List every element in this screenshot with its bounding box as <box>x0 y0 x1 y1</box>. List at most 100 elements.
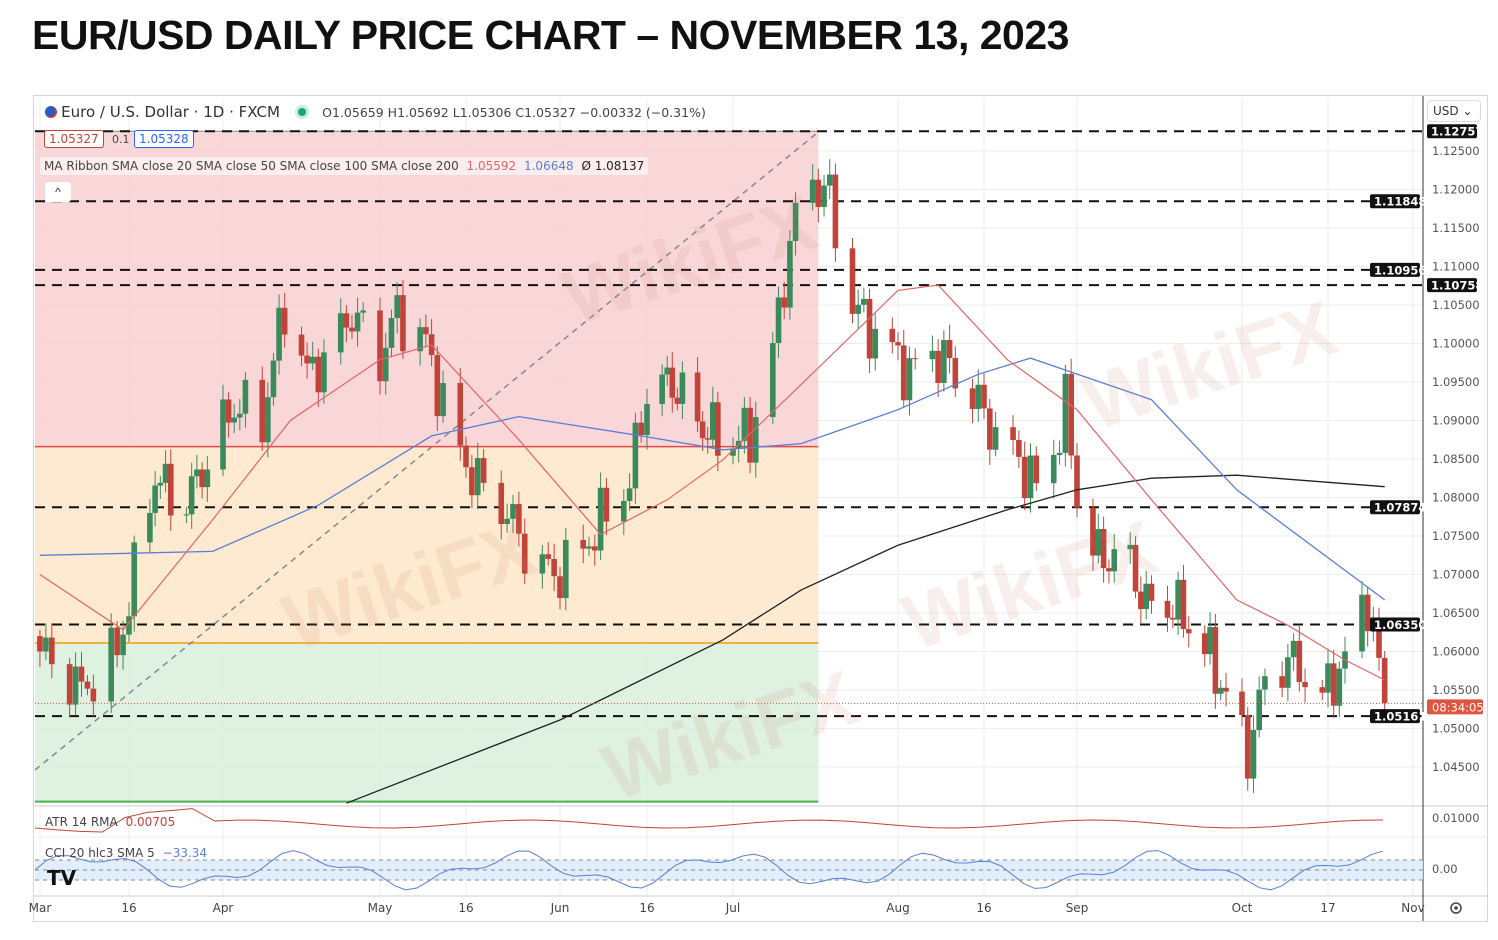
candle[interactable] <box>821 185 827 207</box>
candle[interactable] <box>521 533 528 574</box>
candle[interactable] <box>265 397 271 443</box>
candle[interactable] <box>1106 568 1112 572</box>
candle[interactable] <box>1170 617 1176 620</box>
candle[interactable] <box>626 488 633 501</box>
candle[interactable] <box>231 417 238 423</box>
candle[interactable] <box>1302 681 1308 688</box>
candle[interactable] <box>199 469 205 488</box>
candle[interactable] <box>809 179 816 203</box>
candle[interactable] <box>321 352 327 393</box>
candle[interactable] <box>309 356 316 364</box>
candle[interactable] <box>423 327 429 335</box>
candle[interactable] <box>259 379 266 443</box>
candle[interactable] <box>1033 455 1040 484</box>
candle[interactable] <box>1223 687 1229 692</box>
candle[interactable] <box>861 298 867 305</box>
candle[interactable] <box>237 413 243 418</box>
ma-ribbon-legend[interactable]: MA Ribbon SMA close 20 SMA close 50 SMA … <box>40 157 649 175</box>
candle[interactable] <box>592 546 598 551</box>
candle[interactable] <box>715 402 721 456</box>
candle[interactable] <box>162 463 169 483</box>
candle[interactable] <box>638 422 644 435</box>
candle[interactable] <box>981 384 987 409</box>
candle[interactable] <box>440 383 446 417</box>
candle[interactable] <box>752 417 759 463</box>
candle[interactable] <box>474 458 481 496</box>
candle[interactable] <box>114 627 120 656</box>
candle[interactable] <box>975 384 982 409</box>
candle[interactable] <box>709 402 716 440</box>
candle[interactable] <box>498 482 505 525</box>
candle[interactable] <box>669 367 676 398</box>
candle[interactable] <box>1095 529 1102 556</box>
candle[interactable] <box>480 458 487 483</box>
candle[interactable] <box>276 307 282 361</box>
candle[interactable] <box>557 576 563 599</box>
candle[interactable] <box>43 637 49 652</box>
candle[interactable] <box>1381 657 1388 704</box>
candle[interactable] <box>84 681 91 689</box>
candle[interactable] <box>1143 583 1149 609</box>
candle[interactable] <box>563 539 569 599</box>
candle[interactable] <box>704 438 711 440</box>
candle[interactable] <box>66 664 73 705</box>
candle[interactable] <box>659 374 665 404</box>
candle[interactable] <box>354 312 361 332</box>
candle[interactable] <box>929 350 936 360</box>
candle[interactable] <box>895 342 901 346</box>
symbol-name[interactable]: Euro / U.S. Dollar · 1D · FXCM <box>61 103 280 121</box>
candle[interactable] <box>586 546 592 549</box>
candle[interactable] <box>1376 621 1382 658</box>
candle[interactable] <box>952 358 959 389</box>
candle[interactable] <box>969 388 976 409</box>
candle[interactable] <box>270 360 277 398</box>
candle[interactable] <box>1111 549 1118 572</box>
candle[interactable] <box>872 328 879 359</box>
candle[interactable] <box>298 334 305 356</box>
candle[interactable] <box>281 307 288 335</box>
candle[interactable] <box>787 240 793 308</box>
candle[interactable] <box>781 297 788 308</box>
candle[interactable] <box>90 688 97 702</box>
candle[interactable] <box>1244 715 1251 779</box>
candle[interactable] <box>1336 668 1343 706</box>
candle[interactable] <box>551 558 557 577</box>
candle[interactable] <box>1262 676 1268 690</box>
candle[interactable] <box>120 634 126 656</box>
candle[interactable] <box>1250 730 1257 779</box>
candle[interactable] <box>597 487 604 551</box>
candle[interactable] <box>912 358 918 360</box>
candle[interactable] <box>1185 629 1192 634</box>
sell-price-button[interactable]: 1.05327 <box>44 130 104 148</box>
candle[interactable] <box>315 356 322 393</box>
candle[interactable] <box>1062 373 1069 453</box>
candle[interactable] <box>1201 633 1208 655</box>
candle[interactable] <box>194 469 200 477</box>
candle[interactable] <box>504 518 510 525</box>
candle[interactable] <box>699 421 706 439</box>
candle[interactable] <box>131 542 138 617</box>
candle[interactable] <box>900 345 907 401</box>
candle[interactable] <box>1330 663 1337 706</box>
candle[interactable] <box>204 469 211 488</box>
candle[interactable] <box>188 476 195 515</box>
candle[interactable] <box>360 310 366 313</box>
candle[interactable] <box>1217 687 1224 694</box>
candle[interactable] <box>946 339 953 359</box>
candle[interactable] <box>49 637 55 665</box>
candle[interactable] <box>664 367 671 375</box>
candle[interactable] <box>1074 455 1080 508</box>
candle[interactable] <box>394 295 400 319</box>
candle[interactable] <box>1027 455 1034 499</box>
candle[interactable] <box>792 202 799 241</box>
candle[interactable] <box>72 666 79 705</box>
candle[interactable] <box>1175 579 1181 620</box>
candle[interactable] <box>1279 676 1285 688</box>
candle[interactable] <box>1148 583 1155 601</box>
candle[interactable] <box>157 482 164 486</box>
candle[interactable] <box>1359 594 1365 652</box>
candle[interactable] <box>377 310 383 382</box>
candle[interactable] <box>1010 427 1016 440</box>
candle[interactable] <box>1212 627 1219 694</box>
